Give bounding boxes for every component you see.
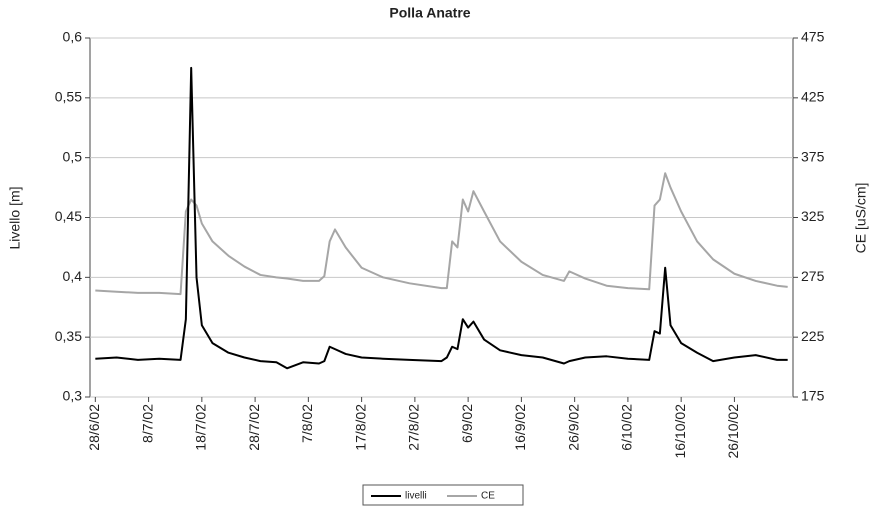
y-tick-label: 0,35	[55, 328, 82, 344]
x-tick-label: 28/6/02	[86, 404, 102, 451]
x-tick-label: 26/9/02	[565, 404, 581, 451]
series-line	[95, 66, 788, 370]
y2-tick-label: 475	[801, 29, 825, 45]
y-tick-label: 0,3	[63, 388, 83, 404]
y2-tick-label: 375	[801, 148, 825, 164]
y-tick-label: 0,55	[55, 89, 82, 105]
legend-label: CE	[481, 491, 495, 502]
y2-tick-label: 325	[801, 208, 825, 224]
x-tick-label: 18/7/02	[193, 404, 209, 451]
x-tick-label: 7/8/02	[299, 404, 315, 443]
y-tick-label: 0,4	[63, 268, 83, 284]
x-tick-label: 16/9/02	[512, 404, 528, 451]
y2-tick-label: 275	[801, 268, 825, 284]
x-tick-label: 6/10/02	[619, 404, 635, 451]
y2-tick-label: 175	[801, 388, 825, 404]
x-tick-label: 8/7/02	[139, 404, 155, 443]
y2-tick-label: 225	[801, 328, 825, 344]
y2-axis-title: CE [uS/cm]	[853, 183, 869, 254]
x-tick-label: 6/9/02	[459, 404, 475, 443]
y-tick-label: 0,5	[63, 148, 83, 164]
chart-title: Polla Anatre	[389, 5, 470, 21]
legend-label: livelli	[405, 491, 427, 502]
y-axis-title: Livello [m]	[7, 186, 23, 249]
y-tick-label: 0,45	[55, 208, 82, 224]
x-tick-label: 17/8/02	[352, 404, 368, 451]
x-tick-label: 27/8/02	[406, 404, 422, 451]
legend-box	[362, 484, 524, 506]
y2-tick-label: 425	[801, 89, 825, 105]
x-tick-label: 28/7/02	[246, 404, 262, 451]
y-tick-label: 0,6	[63, 29, 83, 45]
x-tick-label: 26/10/02	[725, 404, 741, 459]
series-line	[95, 172, 788, 296]
x-tick-label: 16/10/02	[672, 404, 688, 459]
